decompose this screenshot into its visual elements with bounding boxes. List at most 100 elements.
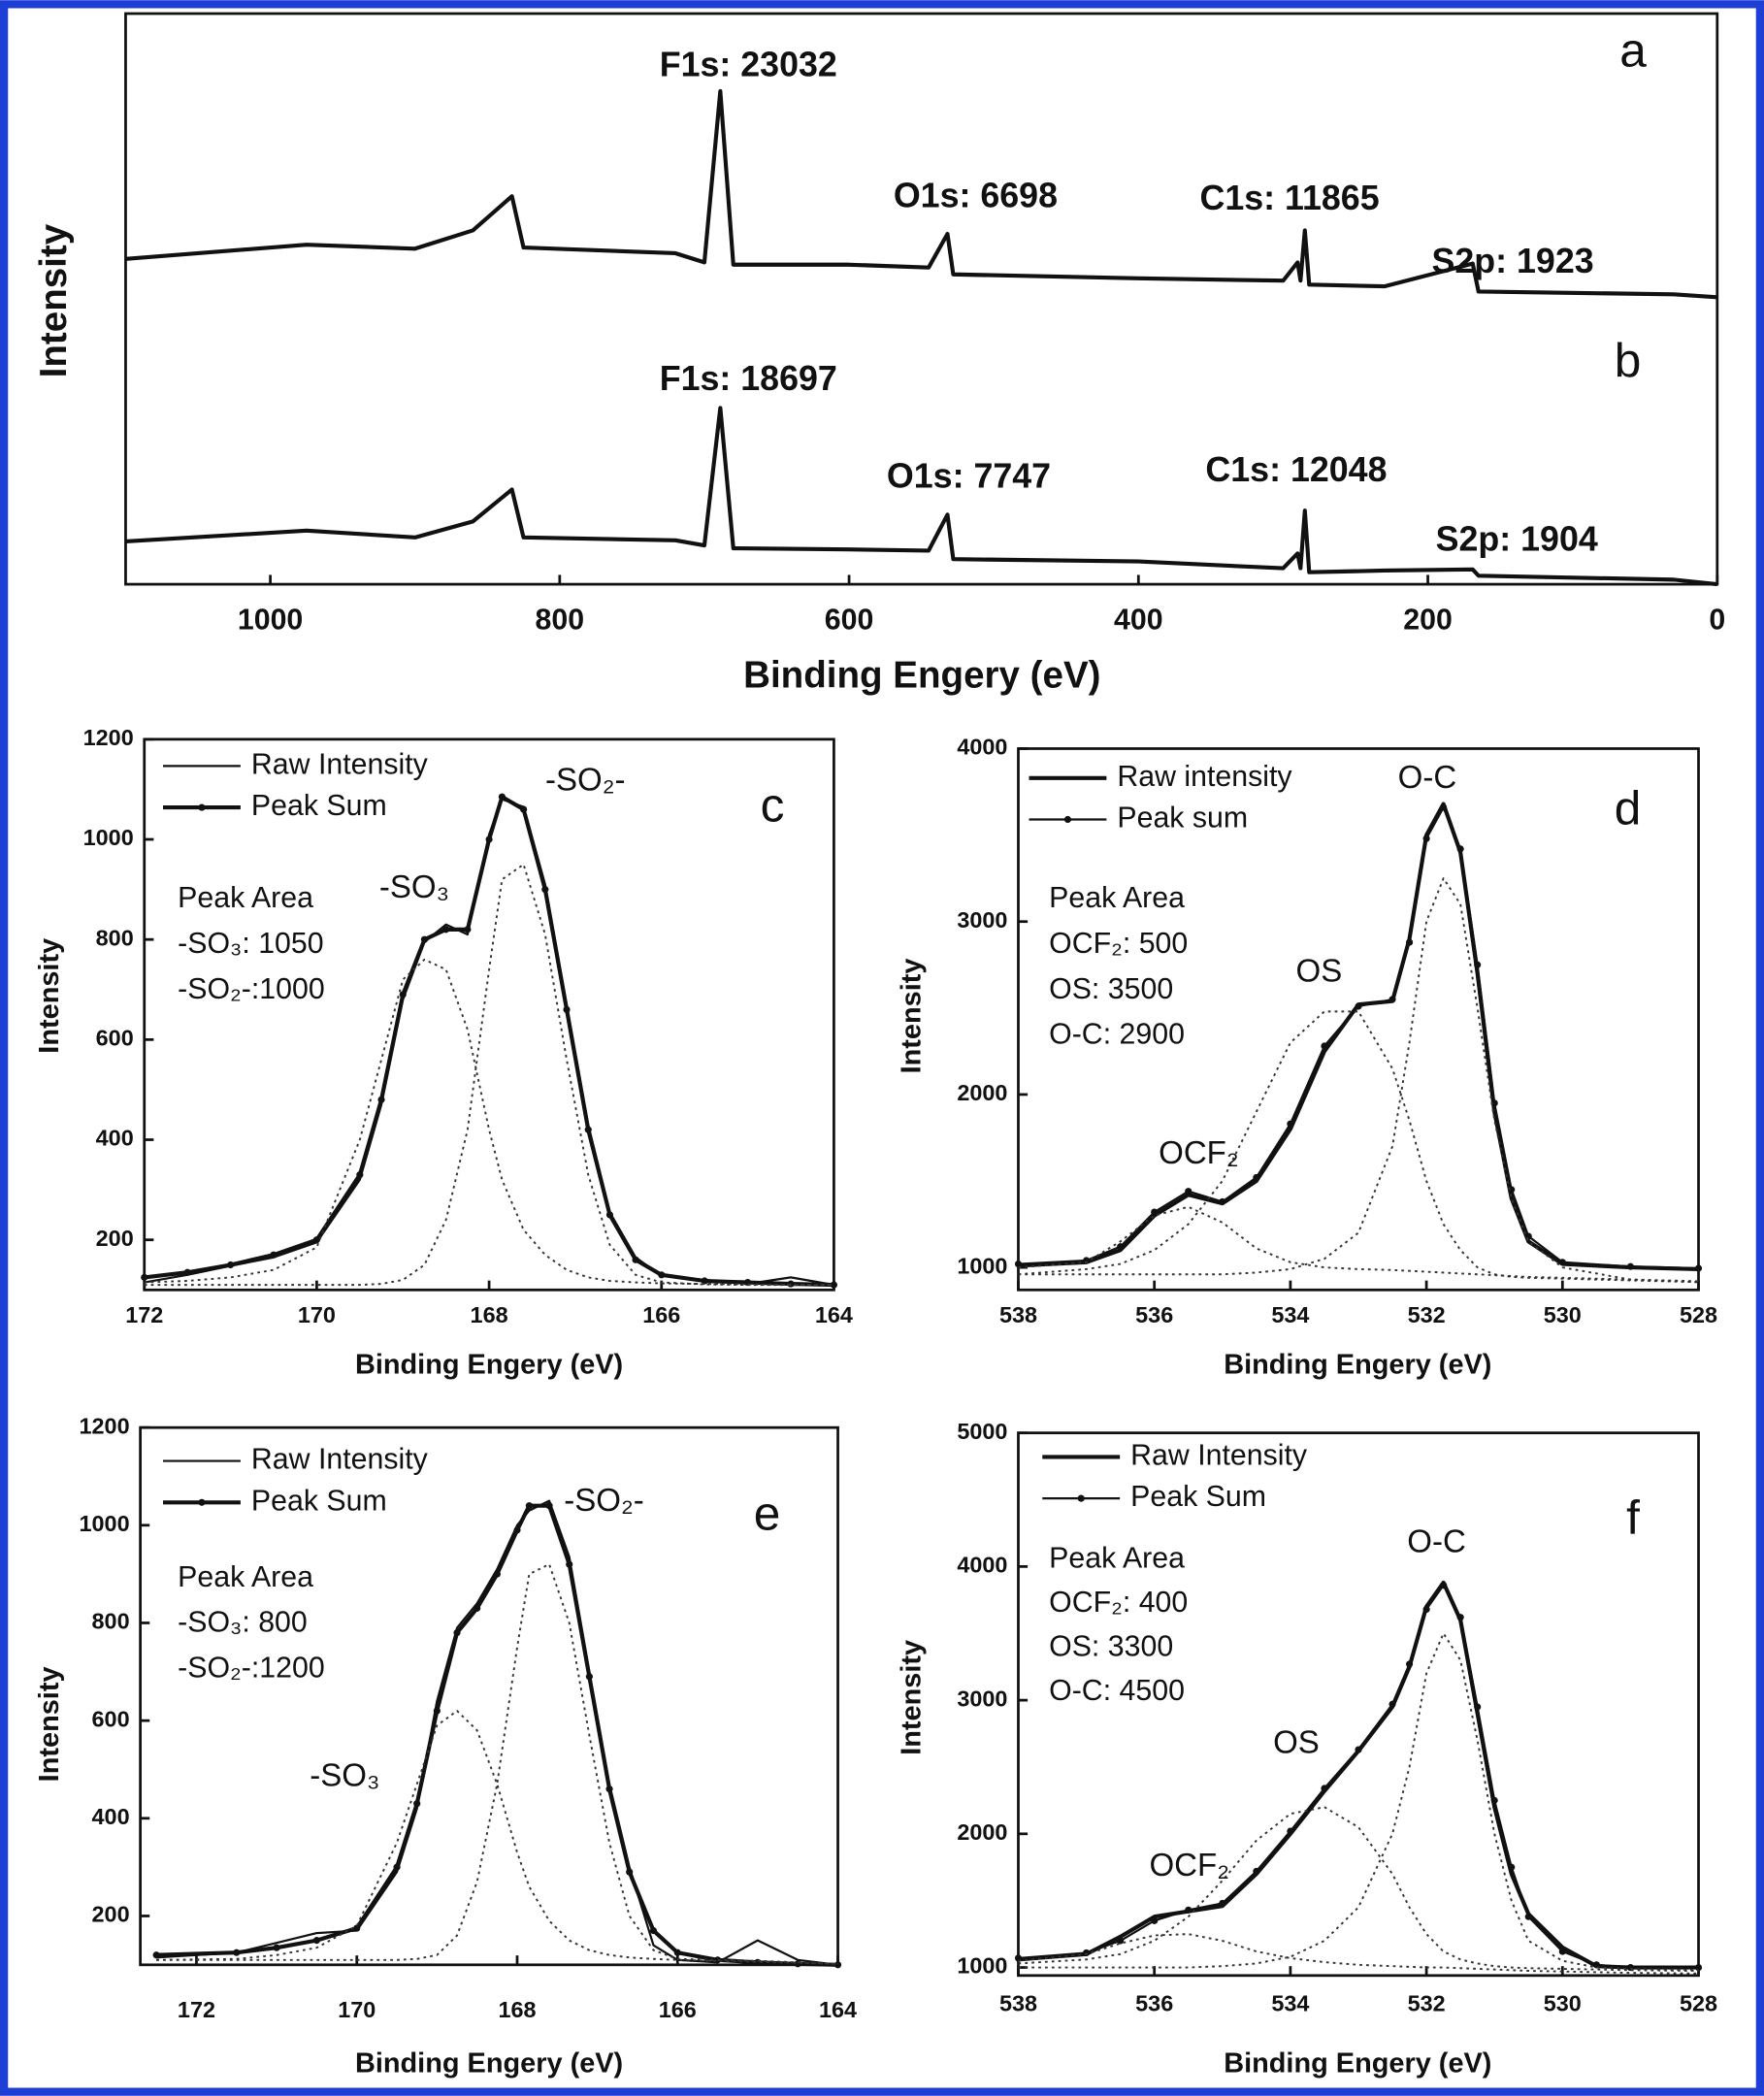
data-point [1083,1949,1091,1956]
data-point [1490,1099,1498,1107]
data-point [1440,1582,1448,1589]
x-tick-label: 170 [298,1302,336,1327]
data-point [413,1800,421,1808]
x-tick-label: 534 [1271,1302,1309,1327]
x-tick-label: 528 [1680,1302,1717,1327]
peak-area-text: O-C: 4500 [1049,1675,1185,1707]
data-point [493,1570,501,1578]
peak-area-text: Peak Area [178,882,313,914]
data-point [1422,835,1430,842]
annotation: S2p: 1904 [1436,519,1598,558]
x-tick-label: 536 [1135,1302,1173,1327]
data-point [1321,1042,1328,1050]
annotation: -SO₂- [545,763,626,799]
annotation: O-C [1407,1524,1466,1560]
data-point [356,1171,364,1179]
annotation: -SO₃ [310,1758,379,1794]
data-point [1558,1259,1566,1266]
data-point [1219,1899,1226,1908]
x-axis-label: Binding Engery (eV) [1224,1349,1491,1380]
x-tick-label: 536 [1135,1990,1173,2015]
x-tick-label: 168 [471,1302,508,1327]
y-tick-label: 200 [96,1226,134,1251]
panel-label: e [754,1487,781,1541]
legend-label: Raw intensity [1117,761,1292,793]
spectrum-line [1018,805,1699,1270]
data-point [377,1096,385,1103]
y-tick-label: 1000 [83,825,134,850]
x-tick-label: 170 [338,1997,376,2022]
panel-label: a [1619,22,1647,77]
data-point [1014,1260,1023,1268]
data-point [1474,1703,1482,1711]
y-axis-label: Intensity [34,1666,65,1782]
data-point [485,835,493,843]
annotation: OCF₂ [1159,1135,1239,1171]
x-tick-label: 166 [659,1997,697,2022]
x-tick-label: 164 [819,1997,857,2022]
legend-label: Raw Intensity [1130,1439,1308,1471]
x-tick-label: 168 [498,1997,536,2022]
data-point [353,1924,361,1932]
data-point [498,793,506,801]
annotation: O-C [1398,760,1457,796]
legend-marker [198,1498,206,1506]
data-point [1287,1120,1294,1128]
data-point [1474,961,1482,968]
data-point [464,926,472,933]
spectrum-line [156,1503,838,1967]
y-tick-label: 200 [92,1902,130,1927]
peak-area-text: Peak Area [1049,882,1185,914]
data-point [545,1502,553,1510]
x-axis-label: Binding Engery (eV) [743,655,1100,697]
annotation: -SO₂- [564,1483,644,1519]
legend-label: Raw Intensity [251,748,429,780]
y-tick-label: 400 [96,1126,134,1151]
peak-area-text: -SO₂-:1000 [178,973,325,1005]
data-point [1626,1262,1634,1270]
x-tick-label: 532 [1408,1302,1446,1327]
spectrum-line [144,795,834,1288]
y-tick-label: 5000 [957,1419,1007,1444]
x-tick-label: 538 [999,1990,1037,2015]
data-point [273,1944,280,1951]
data-point [1117,1243,1125,1251]
peak-area-text: O-C: 2900 [1049,1019,1185,1051]
data-point [1185,1188,1192,1195]
peak-area-text: OS: 3300 [1049,1630,1173,1662]
data-point [433,1707,441,1715]
y-tick-label: 1200 [80,1413,130,1438]
data-point [1253,1173,1260,1182]
fit-component [1018,1010,1699,1284]
annotation: C1s: 11865 [1200,179,1380,217]
panel-label: b [1615,333,1642,387]
data-point [605,1211,614,1219]
x-tick-label: 538 [999,1302,1037,1327]
peak-area-text: Peak Area [1049,1542,1185,1574]
legend-label: Raw Intensity [251,1444,429,1476]
x-tick-label: 530 [1544,1302,1582,1327]
data-point [658,1271,666,1279]
legend-label: Peak Sum [1130,1481,1266,1513]
data-point [1490,1796,1498,1804]
y-tick-label: 2000 [957,1819,1007,1845]
data-point [1219,1197,1226,1205]
data-point [787,1280,795,1288]
data-point [626,1868,634,1876]
data-point [1456,845,1464,853]
y-tick-label: 3000 [957,1686,1007,1711]
fit-component [1018,1933,1699,1975]
annotation: C1s: 12048 [1205,450,1387,489]
peak-area-text: -SO₃: 1050 [178,928,323,960]
data-point [1422,1605,1430,1614]
x-tick-label: 0 [1709,605,1725,637]
x-tick-label: 534 [1271,1990,1309,2015]
x-tick-label: 200 [1403,605,1453,637]
x-tick-label: 600 [825,605,874,637]
x-tick-label: 164 [815,1302,853,1327]
data-point [1388,996,1396,1003]
peak-area-text: -SO₂-:1200 [178,1652,325,1684]
panel-label: f [1626,1490,1640,1545]
